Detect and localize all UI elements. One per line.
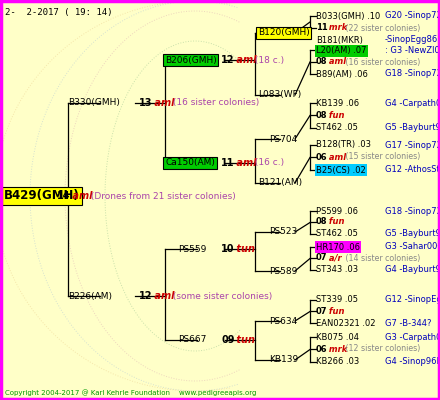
Text: fun: fun (326, 110, 345, 120)
Text: G20 -Sinop72R: G20 -Sinop72R (385, 12, 440, 20)
Text: G12 -AthosStR0R: G12 -AthosStR0R (385, 166, 440, 174)
Text: PS559: PS559 (178, 244, 206, 254)
Text: (16 c.): (16 c.) (253, 158, 285, 168)
Text: B206(GMH): B206(GMH) (165, 56, 217, 64)
Text: PS634: PS634 (269, 316, 297, 326)
Text: fun: fun (326, 306, 345, 316)
Text: PS704: PS704 (269, 134, 297, 144)
Text: G3 -Carpath00R: G3 -Carpath00R (385, 332, 440, 342)
Text: G4 -Sinop96R: G4 -Sinop96R (385, 358, 440, 366)
Text: PS599 .06: PS599 .06 (316, 206, 358, 216)
Text: G7 -B-344?: G7 -B-344? (385, 318, 432, 328)
Text: 06: 06 (316, 152, 328, 162)
Text: mrk: mrk (326, 24, 348, 32)
Text: G18 -Sinop72R: G18 -Sinop72R (385, 206, 440, 216)
Text: ST343 .03: ST343 .03 (316, 266, 358, 274)
Text: ST462 .05: ST462 .05 (316, 230, 358, 238)
Text: G12 -SinopEgg86R: G12 -SinopEgg86R (385, 296, 440, 304)
Text: tun: tun (233, 335, 255, 345)
Text: 10: 10 (221, 244, 235, 254)
Text: Copyright 2004-2017 @ Karl Kehrle Foundation    www.pedigreeapis.org: Copyright 2004-2017 @ Karl Kehrle Founda… (5, 389, 257, 396)
Text: B120(GMH): B120(GMH) (258, 28, 310, 38)
Text: G18 -Sinop72R: G18 -Sinop72R (385, 70, 440, 78)
Text: : G3 -NewZl02Q: : G3 -NewZl02Q (385, 46, 440, 56)
Text: 12: 12 (139, 291, 153, 301)
Text: G5 -Bayburt98-3: G5 -Bayburt98-3 (385, 124, 440, 132)
Text: KB139: KB139 (269, 356, 298, 364)
Text: KB139 .06: KB139 .06 (316, 98, 359, 108)
Text: KB075 .04: KB075 .04 (316, 332, 359, 342)
Text: PS667: PS667 (178, 336, 206, 344)
Text: (16 sister colonies): (16 sister colonies) (343, 58, 420, 66)
Text: aml: aml (151, 291, 175, 301)
Text: aml: aml (326, 152, 347, 162)
Text: mrk: mrk (326, 344, 348, 354)
Text: HR170 .06: HR170 .06 (316, 242, 360, 252)
Text: B128(TR) .03: B128(TR) .03 (316, 140, 371, 150)
Text: (12 sister colonies): (12 sister colonies) (343, 344, 420, 354)
Text: G4 -Carpath00R: G4 -Carpath00R (385, 98, 440, 108)
Text: L083(WF): L083(WF) (258, 90, 301, 100)
Text: 08: 08 (316, 218, 327, 226)
Text: (some sister colonies): (some sister colonies) (170, 292, 273, 300)
Text: B89(AM) .06: B89(AM) .06 (316, 70, 368, 78)
Text: B121(AM): B121(AM) (258, 178, 302, 188)
Text: B033(GMH) .10: B033(GMH) .10 (316, 12, 380, 20)
Text: KB266 .03: KB266 .03 (316, 358, 359, 366)
Text: aml: aml (70, 191, 93, 201)
Text: 06: 06 (316, 344, 328, 354)
Text: aml: aml (233, 158, 257, 168)
Text: (18 c.): (18 c.) (253, 56, 285, 64)
Text: 13: 13 (139, 98, 153, 108)
Text: EAN02321 .02: EAN02321 .02 (316, 318, 375, 328)
Text: ST462 .05: ST462 .05 (316, 124, 358, 132)
Text: fun: fun (326, 218, 345, 226)
Text: tun: tun (233, 244, 255, 254)
Text: L20(AM) .07: L20(AM) .07 (316, 46, 367, 56)
Text: (16 sister colonies): (16 sister colonies) (170, 98, 260, 108)
Text: -SinopEgg86R: -SinopEgg86R (385, 36, 440, 44)
Text: aml: aml (151, 98, 175, 108)
Text: B226(AM): B226(AM) (68, 292, 112, 300)
Text: PS523: PS523 (269, 228, 297, 236)
Text: (14 sister colonies): (14 sister colonies) (343, 254, 420, 262)
Text: 07: 07 (316, 306, 327, 316)
Text: B181(MKR): B181(MKR) (316, 36, 363, 44)
Text: (15 sister colonies): (15 sister colonies) (343, 152, 420, 162)
Text: B330(GMH): B330(GMH) (68, 98, 120, 108)
Text: 07: 07 (316, 254, 327, 262)
Text: 09: 09 (221, 335, 235, 345)
Text: 11: 11 (316, 24, 328, 32)
Text: (Drones from 21 sister colonies): (Drones from 21 sister colonies) (88, 192, 236, 200)
Text: aml: aml (326, 58, 347, 66)
Text: 08: 08 (316, 58, 327, 66)
Text: G4 -Bayburt98-3: G4 -Bayburt98-3 (385, 266, 440, 274)
Text: 08: 08 (316, 110, 327, 120)
Text: 2-  2-2017 ( 19: 14): 2- 2-2017 ( 19: 14) (5, 8, 113, 17)
Text: 14: 14 (57, 191, 70, 201)
Text: a/r: a/r (326, 254, 342, 262)
Text: 11: 11 (221, 158, 235, 168)
Text: aml: aml (233, 55, 257, 65)
Text: B25(CS) .02: B25(CS) .02 (316, 166, 366, 174)
Text: (22 sister colonies): (22 sister colonies) (343, 24, 420, 32)
Text: G17 -Sinop72R: G17 -Sinop72R (385, 140, 440, 150)
Text: 12: 12 (221, 55, 235, 65)
Text: G3 -Sahar00Q: G3 -Sahar00Q (385, 242, 440, 252)
Text: G5 -Bayburt98-3: G5 -Bayburt98-3 (385, 230, 440, 238)
Text: B429(GMH): B429(GMH) (4, 190, 80, 202)
Text: ST339 .05: ST339 .05 (316, 296, 358, 304)
Text: PS589: PS589 (269, 266, 297, 276)
Text: Ca150(AM): Ca150(AM) (165, 158, 215, 168)
